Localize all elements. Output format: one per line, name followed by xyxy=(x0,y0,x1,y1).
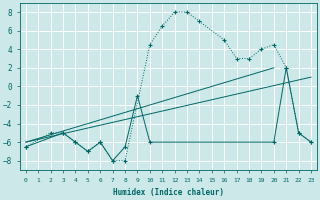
X-axis label: Humidex (Indice chaleur): Humidex (Indice chaleur) xyxy=(113,188,224,197)
